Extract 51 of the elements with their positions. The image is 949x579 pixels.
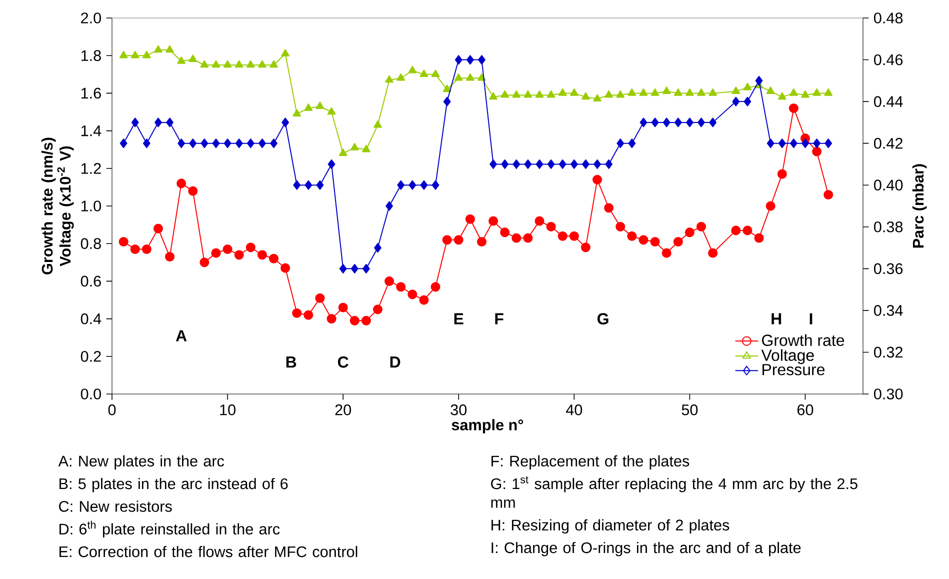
annotation: G (597, 313, 608, 324)
annotation: H (772, 313, 782, 324)
x-tick-label: 60 (797, 404, 814, 416)
x-tick-label: 30 (450, 404, 467, 416)
y2-tick-label: 0.42 (874, 138, 902, 149)
text: H: Resizing of diameter of 2 plates (492, 519, 730, 534)
x-tick-label: 10 (220, 404, 236, 416)
y-tick-label: 1.6 (81, 88, 101, 99)
y2-tick-label: 0.36 (874, 263, 903, 274)
y2-tick-label: 0.48 (874, 12, 903, 24)
text: C: New resistors (59, 500, 172, 512)
y-tick-label: 0.4 (80, 313, 102, 324)
y2-tick-label: 0.32 (874, 346, 902, 358)
x-tick-label: 20 (335, 404, 351, 416)
y-tick-label: 0.0 (80, 388, 101, 400)
y2-tick-label: 0.38 (874, 221, 903, 232)
text: A: New plates in the arc (58, 455, 224, 470)
x-tick-label: 0 (108, 404, 116, 416)
y2-tick-label: 0.30 (874, 388, 903, 400)
annotation: B (286, 356, 296, 368)
x-tick-label: 50 (682, 404, 698, 416)
y2-axis-title: Parc (mbar) (912, 164, 927, 248)
y2-tick-label: 0.44 (874, 96, 903, 107)
y-tick-label: 1.8 (81, 50, 101, 62)
text: G: 1$^{st}$ sample after replacing the 4 mm arc by the 2.5 mm (491, 476, 858, 508)
legend-label: Voltage (761, 349, 814, 364)
text: E: Correction of the flows after MFC control (60, 546, 358, 558)
y2-tick-label: 0.46 (874, 54, 903, 66)
y2-tick-label: 0.40 (874, 180, 903, 191)
legend-label: Pressure (762, 364, 825, 376)
y-tick-label: 1.0 (81, 200, 101, 212)
annotation: D (390, 356, 400, 368)
annotation: I (810, 313, 812, 324)
text: D: 6$^{th}$ plate reinstalled in the arc (60, 520, 280, 538)
x-axis-title: sample n° (452, 419, 524, 434)
y-tick-label: 0.6 (80, 276, 101, 287)
y-tick-label: 0.8 (80, 238, 101, 250)
y2-tick-label: 0.34 (874, 305, 903, 316)
annotation: F (495, 313, 504, 324)
y-tick-label: 0.2 (80, 350, 101, 362)
annotation: C (338, 356, 348, 368)
y-tick-label: 1.4 (81, 126, 102, 136)
text: I: Change of O-rings in the arc and of a plate (492, 542, 801, 556)
y-tick-label: 1.2 (81, 163, 101, 174)
text: B: 5 plates in the arc instead of 6 (60, 478, 288, 492)
y-tick-label: 2.0 (81, 12, 101, 24)
legend-label: Growth rate (762, 334, 844, 346)
text: F: Replacement of the plates (492, 455, 690, 470)
x-tick-label: 40 (566, 404, 582, 416)
annotation: A (176, 330, 187, 342)
annotation: E (454, 313, 464, 324)
